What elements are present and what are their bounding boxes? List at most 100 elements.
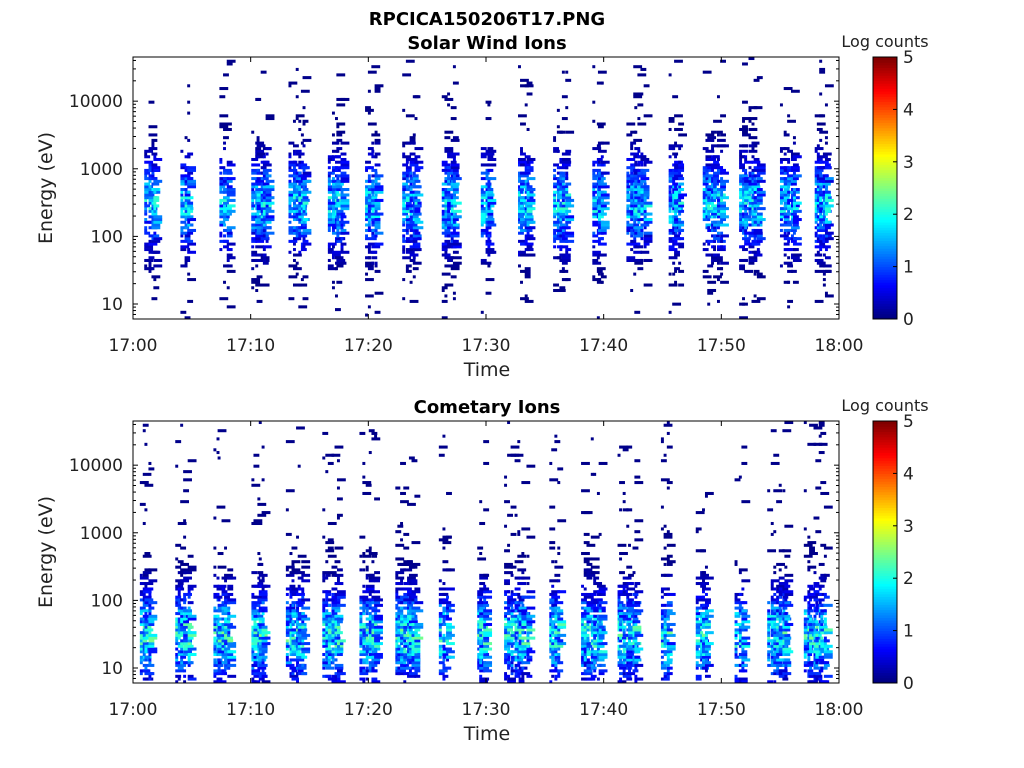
spectrogram-cell	[526, 166, 530, 170]
spectrogram-cell	[779, 103, 783, 107]
spectrogram-cell	[668, 283, 678, 287]
spectrogram-cell	[395, 642, 399, 646]
spectrogram-cell	[581, 628, 584, 632]
spectrogram-cell	[327, 521, 337, 526]
spectrogram-cell	[748, 218, 755, 222]
colorbar-swatch	[873, 287, 897, 291]
spectrogram-cell	[824, 196, 828, 200]
spectrogram-cell	[400, 579, 404, 583]
spectrogram-cell	[144, 598, 154, 602]
spectrogram-cell	[668, 256, 678, 260]
spectrogram-cell	[285, 614, 292, 618]
colorbar-swatch	[873, 308, 897, 312]
colorbar-swatch	[873, 190, 897, 194]
spectrogram-cell	[289, 672, 293, 676]
spectrogram-cell	[371, 133, 381, 137]
spectrogram-cell	[626, 188, 633, 192]
spectrogram-cell	[362, 601, 369, 605]
spectrogram-cell	[790, 269, 797, 273]
colorbar-swatch	[873, 269, 897, 273]
spectrogram-cell	[403, 666, 413, 670]
spectrogram-cell	[565, 196, 572, 200]
spectrogram-cell	[365, 609, 369, 613]
spectrogram-cell	[408, 669, 412, 673]
spectrogram-cell	[551, 658, 555, 662]
colorbar-swatch	[873, 248, 897, 252]
spectrogram-cell	[814, 258, 824, 262]
spectrogram-cell	[514, 606, 518, 610]
spectrogram-cell	[227, 650, 237, 654]
spectrogram-cell	[518, 114, 527, 118]
spectrogram-cell	[226, 226, 236, 230]
spectrogram-cell	[151, 171, 155, 175]
spectrogram-cell	[302, 174, 312, 178]
spectrogram-cell	[408, 620, 418, 624]
spectrogram-cell	[180, 196, 187, 200]
spectrogram-cell	[819, 196, 823, 200]
spectrogram-cell	[561, 256, 571, 260]
spectrogram-cell	[291, 633, 295, 637]
spectrogram-cell	[520, 198, 526, 202]
spectrogram-cell	[504, 601, 510, 605]
spectrogram-cell	[407, 661, 410, 665]
spectrogram-cell	[411, 612, 415, 616]
spectrogram-cell	[748, 250, 752, 254]
spectrogram-cell	[674, 59, 683, 63]
spectrogram-cell	[142, 595, 152, 599]
spectrogram-cell	[325, 674, 332, 678]
spectrogram-cell	[600, 280, 604, 284]
spectrogram-cell	[480, 177, 487, 181]
spectrogram-cell	[674, 215, 678, 219]
spectrogram-cell	[748, 119, 752, 123]
spectrogram-cell	[716, 95, 720, 99]
spectrogram-cell	[790, 152, 800, 156]
spectrogram-cell	[551, 674, 555, 678]
spectrogram-cell	[514, 603, 521, 607]
spectrogram-cell	[814, 212, 818, 216]
spectrogram-cell	[783, 280, 790, 284]
spectrogram-cell	[526, 614, 536, 618]
spectrogram-cell	[452, 297, 456, 301]
spectrogram-cell	[487, 190, 494, 194]
spectrogram-cell	[824, 209, 831, 213]
spectrogram-cell	[779, 209, 786, 213]
spectrogram-cell	[288, 185, 298, 189]
spectrogram-cell	[783, 188, 790, 192]
spectrogram-cell	[187, 644, 194, 648]
spectrogram-cell	[592, 147, 602, 151]
spectrogram-cell	[480, 171, 490, 175]
spectrogram-cell	[783, 179, 793, 183]
spectrogram-cell	[526, 622, 533, 626]
spectrogram-cell	[255, 185, 259, 189]
spectrogram-cell	[400, 652, 406, 657]
spectrogram-cell	[180, 625, 187, 629]
spectrogram-cell	[824, 198, 834, 202]
spectrogram-cell	[153, 188, 160, 192]
spectrogram-cell	[480, 155, 487, 159]
spectrogram-cell	[510, 505, 517, 509]
spectrogram-cell	[219, 297, 229, 301]
spectrogram-cell	[411, 663, 421, 667]
spectrogram-cell	[553, 207, 557, 211]
spectrogram-cell	[397, 609, 404, 613]
spectrogram-cell	[260, 204, 264, 208]
spectrogram-cell	[713, 234, 717, 238]
spectrogram-cell	[814, 231, 818, 235]
spectrogram-cell	[520, 226, 523, 230]
spectrogram-cell	[408, 628, 412, 632]
spectrogram-cell	[175, 628, 179, 632]
spectrogram-cell	[744, 212, 748, 216]
spectrogram-cell	[217, 631, 224, 635]
spectrogram-cell	[707, 288, 717, 293]
spectrogram-cell	[637, 209, 644, 213]
spectrogram-cell	[822, 204, 826, 208]
spectrogram-cell	[219, 179, 226, 183]
spectrogram-cell	[325, 609, 329, 613]
spectrogram-cell	[251, 177, 258, 181]
spectrogram-cell	[783, 242, 790, 246]
spectrogram-cell	[334, 546, 344, 550]
spectrogram-cell	[824, 226, 831, 230]
spectrogram-cell	[368, 663, 372, 667]
spectrogram-cell	[295, 174, 299, 178]
spectrogram-cell	[668, 237, 675, 241]
